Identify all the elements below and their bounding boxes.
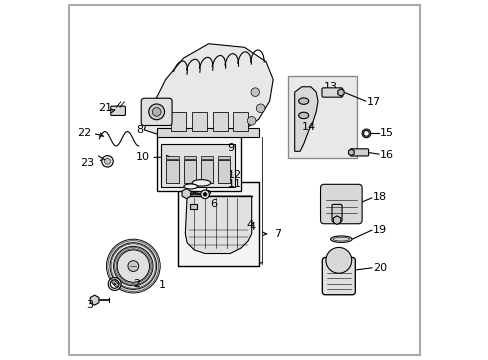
- Circle shape: [106, 239, 160, 293]
- FancyBboxPatch shape: [141, 98, 172, 126]
- FancyBboxPatch shape: [331, 204, 341, 222]
- Bar: [156, 128, 258, 137]
- Text: 10: 10: [135, 152, 149, 162]
- Circle shape: [148, 104, 164, 120]
- Text: 20: 20: [372, 263, 386, 273]
- Text: 13: 13: [323, 82, 337, 92]
- Polygon shape: [294, 87, 317, 151]
- Text: 21: 21: [98, 103, 112, 113]
- Ellipse shape: [298, 112, 308, 119]
- Polygon shape: [348, 149, 353, 156]
- Circle shape: [201, 190, 209, 199]
- Polygon shape: [90, 295, 99, 305]
- Circle shape: [203, 193, 206, 196]
- Text: 9: 9: [227, 143, 234, 153]
- Circle shape: [113, 246, 153, 286]
- Ellipse shape: [192, 180, 210, 186]
- Circle shape: [247, 117, 255, 125]
- Bar: [201, 159, 212, 183]
- Polygon shape: [182, 189, 190, 199]
- Text: 5: 5: [203, 187, 211, 197]
- Text: 14: 14: [301, 122, 315, 132]
- Text: 6: 6: [210, 199, 217, 210]
- Bar: [178, 182, 258, 266]
- Bar: [166, 159, 178, 183]
- Bar: [212, 112, 227, 131]
- Bar: [218, 159, 230, 183]
- Circle shape: [325, 247, 351, 273]
- Bar: [171, 112, 185, 131]
- Ellipse shape: [183, 184, 197, 189]
- Text: 3: 3: [86, 300, 93, 310]
- Bar: [183, 156, 195, 159]
- Ellipse shape: [330, 236, 351, 242]
- Text: 17: 17: [366, 97, 380, 107]
- Bar: [156, 119, 241, 191]
- Bar: [233, 112, 248, 131]
- Text: 23: 23: [81, 158, 94, 168]
- Circle shape: [110, 243, 156, 289]
- Circle shape: [250, 88, 259, 96]
- Bar: [183, 159, 195, 183]
- Bar: [218, 156, 230, 159]
- Text: 1: 1: [159, 280, 166, 290]
- Circle shape: [117, 250, 149, 282]
- FancyBboxPatch shape: [321, 88, 342, 97]
- Bar: [166, 156, 178, 159]
- Text: 19: 19: [372, 225, 386, 235]
- FancyBboxPatch shape: [320, 184, 362, 224]
- Circle shape: [152, 108, 161, 116]
- Text: 8: 8: [136, 125, 143, 135]
- Text: 16: 16: [379, 150, 393, 160]
- Polygon shape: [185, 196, 251, 253]
- Polygon shape: [144, 44, 273, 137]
- Text: 11: 11: [227, 179, 242, 189]
- Text: 12: 12: [227, 170, 242, 180]
- Text: 4: 4: [246, 220, 253, 230]
- Text: 22: 22: [77, 129, 91, 138]
- Text: 15: 15: [379, 129, 393, 138]
- Circle shape: [104, 158, 110, 164]
- FancyBboxPatch shape: [322, 257, 355, 295]
- Ellipse shape: [298, 98, 308, 104]
- FancyBboxPatch shape: [110, 106, 125, 116]
- Circle shape: [114, 283, 115, 285]
- FancyBboxPatch shape: [349, 149, 368, 156]
- Bar: [287, 76, 357, 158]
- Bar: [161, 144, 234, 187]
- Text: 4: 4: [247, 222, 255, 231]
- Circle shape: [256, 104, 264, 113]
- Text: 18: 18: [372, 192, 386, 202]
- Polygon shape: [333, 216, 340, 225]
- Bar: [201, 156, 212, 159]
- Polygon shape: [337, 89, 344, 96]
- Bar: [191, 112, 206, 131]
- Bar: [190, 204, 197, 209]
- Text: 7: 7: [273, 229, 281, 239]
- Circle shape: [128, 261, 139, 271]
- Circle shape: [102, 156, 113, 167]
- Text: 2: 2: [132, 279, 140, 289]
